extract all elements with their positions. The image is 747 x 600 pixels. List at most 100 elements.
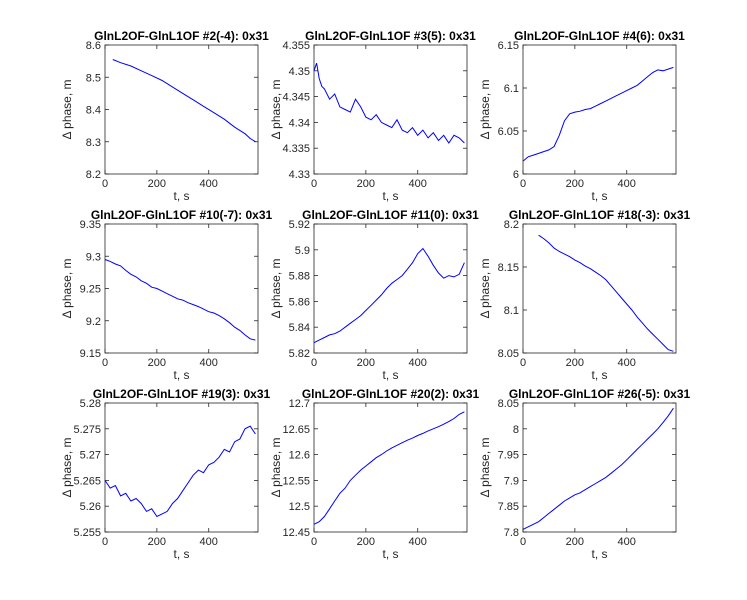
- x-axis-label: t, s: [382, 368, 398, 382]
- x-axis-label: t, s: [173, 547, 189, 561]
- subplot-title: GlnL2OF-GlnL1OF #10(-7): 0x31: [91, 208, 273, 222]
- axes-frame: [522, 44, 677, 175]
- subplot-1: GlnL2OF-GlnL1OF #2(-4): 0x31 0 200 400 8.2 8.…: [60, 29, 269, 203]
- x-tick-label: 0: [520, 178, 526, 190]
- y-tick-label: 9.2: [86, 316, 101, 328]
- x-tick-label: 400: [409, 178, 427, 190]
- y-tick-label: 9.15: [80, 348, 101, 360]
- y-tick-label: 5.82: [289, 348, 310, 360]
- y-tick-label: 12.55: [282, 475, 310, 487]
- y-axis-label: Δ phase, m: [269, 258, 283, 318]
- x-tick-label: 200: [566, 357, 584, 369]
- y-tick-label: 5.84: [289, 322, 310, 334]
- x-axis-label: t, s: [591, 189, 607, 203]
- y-tick-label: 6.15: [498, 40, 519, 52]
- x-tick-label: 200: [566, 536, 584, 548]
- x-axis-label: t, s: [382, 547, 398, 561]
- axes-frame: [522, 223, 677, 354]
- y-tick-label: 8.2: [504, 219, 519, 231]
- y-tick-label: 12.7: [289, 398, 310, 410]
- y-tick-label: 8.15: [498, 262, 519, 274]
- axes-frame: [313, 402, 468, 533]
- y-tick-label: 4.345: [282, 92, 310, 104]
- y-tick-label: 5.265: [73, 475, 101, 487]
- subplot-title: GlnL2OF-GlnL1OF #11(0): 0x31: [302, 208, 479, 222]
- x-tick-label: 0: [311, 178, 317, 190]
- x-axis-label: t, s: [382, 189, 398, 203]
- y-tick-label: 4.335: [282, 143, 310, 155]
- x-tick-label: 0: [311, 536, 317, 548]
- y-tick-label: 9.25: [80, 284, 101, 296]
- y-tick-label: 9.3: [86, 251, 101, 263]
- series-line: [104, 259, 256, 341]
- y-axis-label: Δ phase, m: [60, 437, 74, 497]
- x-tick-label: 400: [409, 357, 427, 369]
- y-tick-label: 6: [513, 169, 519, 181]
- subplot-title: GlnL2OF-GlnL1OF #2(-4): 0x31: [94, 29, 269, 43]
- y-tick-label: 5.9: [295, 245, 310, 257]
- y-tick-label: 4.34: [289, 117, 310, 129]
- y-tick-label: 8: [513, 424, 519, 436]
- y-tick-label: 5.27: [80, 450, 101, 462]
- series-line: [313, 62, 465, 144]
- subplot-title: GlnL2OF-GlnL1OF #3(5): 0x31: [305, 29, 476, 43]
- x-axis-label: t, s: [591, 547, 607, 561]
- series-line: [112, 59, 256, 143]
- y-tick-label: 7.9: [504, 475, 519, 487]
- y-tick-label: 9.35: [80, 219, 101, 231]
- y-tick-label: 8.6: [86, 40, 101, 52]
- y-tick-label: 8.2: [86, 169, 101, 181]
- y-tick-label: 6.05: [498, 126, 519, 138]
- y-tick-label: 12.65: [282, 424, 310, 436]
- subplot-4: GlnL2OF-GlnL1OF #10(-7): 0x31 0 200 400 9.15…: [60, 208, 273, 382]
- series-line: [313, 247, 465, 344]
- subplot-5: GlnL2OF-GlnL1OF #11(0): 0x31 0 200 400 5.82 5…: [269, 208, 479, 382]
- y-tick-label: 5.26: [80, 501, 101, 513]
- subplot-8: GlnL2OF-GlnL1OF #20(2): 0x31 0 200 400 12.45…: [269, 387, 480, 561]
- x-axis-label: t, s: [591, 368, 607, 382]
- axes-frame: [313, 44, 468, 175]
- axes-frame: [313, 223, 468, 354]
- y-axis-label: Δ phase, m: [60, 79, 74, 139]
- y-tick-label: 4.35: [289, 66, 310, 78]
- axes-frame: [104, 402, 259, 533]
- subplot-title: GlnL2OF-GlnL1OF #4(6): 0x31: [514, 29, 685, 43]
- y-tick-label: 12.5: [289, 501, 310, 513]
- y-tick-label: 8.4: [86, 105, 101, 117]
- x-axis-label: t, s: [173, 189, 189, 203]
- x-tick-label: 0: [102, 536, 108, 548]
- subplot-9: GlnL2OF-GlnL1OF #26(-5): 0x31 0 200 400 7.8 7…: [478, 387, 691, 561]
- x-tick-label: 200: [148, 357, 166, 369]
- x-tick-label: 0: [520, 357, 526, 369]
- y-tick-label: 5.28: [80, 398, 101, 410]
- subplot-title: GlnL2OF-GlnL1OF #19(3): 0x31: [93, 387, 271, 401]
- x-tick-label: 200: [357, 357, 375, 369]
- y-tick-label: 5.86: [289, 296, 310, 308]
- x-tick-label: 200: [148, 536, 166, 548]
- x-axis-label: t, s: [173, 368, 189, 382]
- x-tick-label: 200: [148, 178, 166, 190]
- y-tick-label: 4.355: [282, 40, 310, 52]
- subplot-title: GlnL2OF-GlnL1OF #18(-3): 0x31: [509, 208, 691, 222]
- series-line: [104, 425, 256, 518]
- x-tick-label: 0: [102, 357, 108, 369]
- x-tick-label: 400: [200, 178, 218, 190]
- y-tick-label: 5.275: [73, 424, 101, 436]
- axes-frame: [522, 402, 677, 533]
- x-tick-label: 200: [357, 178, 375, 190]
- y-axis-label: Δ phase, m: [269, 437, 283, 497]
- subplot-6: GlnL2OF-GlnL1OF #18(-3): 0x31 0 200 400 8.05…: [478, 208, 691, 382]
- series-line: [522, 66, 674, 162]
- subplot-title: GlnL2OF-GlnL1OF #26(-5): 0x31: [509, 387, 691, 401]
- x-tick-label: 0: [102, 178, 108, 190]
- y-axis-label: Δ phase, m: [269, 79, 283, 139]
- x-tick-label: 200: [357, 536, 375, 548]
- y-tick-label: 8.5: [86, 72, 101, 84]
- y-tick-label: 5.88: [289, 271, 310, 283]
- y-tick-label: 6.1: [504, 83, 519, 95]
- x-tick-label: 400: [200, 357, 218, 369]
- axes-frame: [104, 44, 259, 175]
- y-tick-label: 8.05: [498, 348, 519, 360]
- y-tick-label: 12.6: [289, 450, 310, 462]
